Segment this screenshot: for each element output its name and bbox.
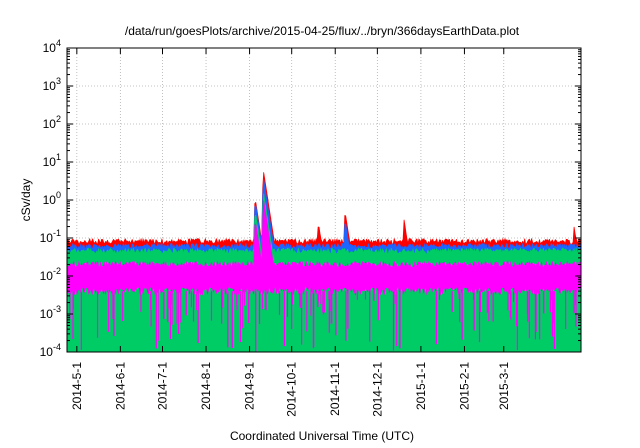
y-tick-label: 10-2 (40, 266, 61, 283)
x-tick-label: 2014-11-1 (328, 362, 342, 416)
y-tick-label: 10-4 (40, 342, 61, 359)
y-tick-label: 101 (43, 152, 61, 169)
x-tick-label: 2015-3-1 (497, 362, 511, 410)
y-tick-label: 10-3 (40, 304, 61, 321)
x-tick-label: 2015-2-1 (457, 362, 471, 410)
chart-title: /data/run/goesPlots/archive/2015-04-25/f… (125, 24, 520, 38)
x-tick-label: 2014-9-1 (243, 362, 257, 410)
x-tick-label: 2014-6-1 (113, 362, 127, 410)
y-tick-label: 100 (43, 190, 61, 207)
x-tick-label: 2014-10-1 (285, 362, 299, 417)
x-axis-label: Coordinated Universal Time (UTC) (230, 429, 414, 443)
x-tick-label: 2014-5-1 (70, 362, 84, 410)
series (66, 200, 582, 352)
y-tick-label: 10-1 (40, 228, 61, 245)
y-axis: 10-4 10-3 10-2 10-1 100 101 102 103 104 (40, 38, 581, 359)
x-axis: 2014-5-1 2014-6-1 2014-7-1 2014-8-1 2014-9-1… (70, 48, 511, 417)
y-tick-label: 103 (43, 76, 61, 93)
plot-series (66, 172, 582, 353)
y-tick-label: 104 (43, 38, 61, 55)
x-tick-label: 2014-12-1 (370, 362, 384, 417)
y-tick-label: 102 (43, 114, 61, 131)
x-tick-label: 2014-8-1 (199, 362, 213, 410)
x-tick-label: 2014-7-1 (155, 362, 169, 410)
x-tick-label: 2015-1-1 (414, 362, 428, 410)
y-axis-label: cSv/day (19, 179, 33, 222)
